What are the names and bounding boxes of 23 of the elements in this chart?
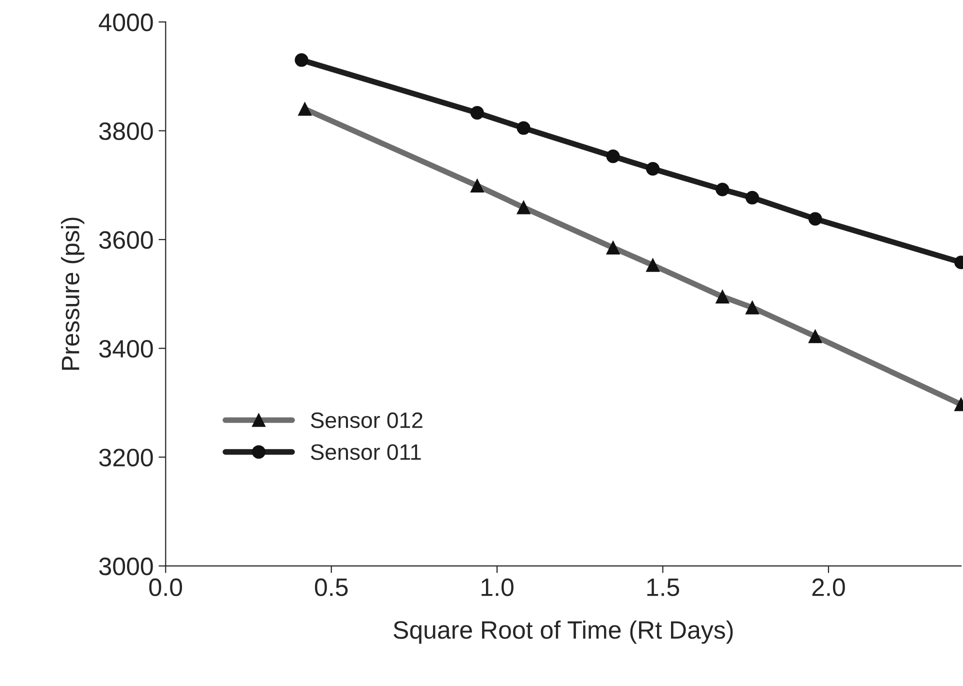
x-tick-label: 0.5 <box>314 578 348 596</box>
point <box>646 162 660 176</box>
point <box>716 182 730 196</box>
x-tick-label: 1.5 <box>647 578 680 596</box>
point <box>808 212 822 226</box>
y-tick-label: 3400 <box>99 340 153 358</box>
x-tick-label: 0.0 <box>149 578 182 596</box>
legend-label: Sensor 011 <box>310 444 421 460</box>
y-axis-title: Pressure (psi) <box>61 218 84 370</box>
y-tick-label: 3200 <box>99 448 153 466</box>
legend-label: Sensor 012 <box>310 412 422 428</box>
point <box>606 150 620 164</box>
x-axis-title: Square Root of Time (Rt Days) <box>394 620 733 644</box>
y-tick-label: 3800 <box>99 122 153 140</box>
y-tick-label: 4000 <box>98 14 153 32</box>
x-tick-label: 2.0 <box>812 578 845 596</box>
point <box>294 53 308 67</box>
y-tick-label: 3600 <box>99 231 153 249</box>
y-tick-label: 3000 <box>99 558 153 576</box>
x-tick-label: 1.0 <box>482 578 514 596</box>
point <box>746 190 760 204</box>
point <box>516 121 530 135</box>
point <box>470 106 484 120</box>
